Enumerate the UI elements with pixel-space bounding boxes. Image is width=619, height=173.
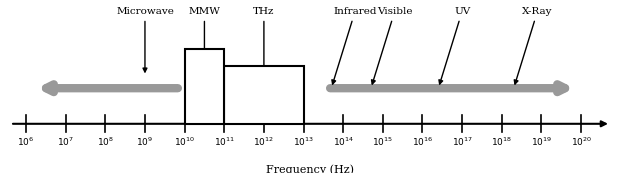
Text: $10^{16}$: $10^{16}$ bbox=[412, 136, 433, 148]
Text: $10^{13}$: $10^{13}$ bbox=[293, 136, 314, 148]
Text: $10^{12}$: $10^{12}$ bbox=[253, 136, 274, 148]
Text: Infrared: Infrared bbox=[332, 7, 377, 84]
Text: $10^{7}$: $10^{7}$ bbox=[57, 136, 74, 148]
Text: $10^{20}$: $10^{20}$ bbox=[571, 136, 592, 148]
Text: THz: THz bbox=[253, 7, 275, 72]
Text: X-Ray: X-Ray bbox=[514, 7, 553, 84]
Text: UV: UV bbox=[439, 7, 470, 84]
Bar bbox=[184, 49, 224, 124]
Text: $10^{18}$: $10^{18}$ bbox=[491, 136, 513, 148]
Text: Visible: Visible bbox=[371, 7, 412, 84]
Text: $10^{17}$: $10^{17}$ bbox=[452, 136, 473, 148]
Text: $10^{11}$: $10^{11}$ bbox=[214, 136, 235, 148]
Text: $10^{8}$: $10^{8}$ bbox=[97, 136, 114, 148]
Text: Microwave: Microwave bbox=[116, 7, 174, 72]
Text: Frequency (Hz): Frequency (Hz) bbox=[266, 165, 353, 173]
Text: $10^{9}$: $10^{9}$ bbox=[136, 136, 154, 148]
Text: $10^{6}$: $10^{6}$ bbox=[17, 136, 35, 148]
Bar bbox=[224, 66, 303, 124]
Text: $10^{15}$: $10^{15}$ bbox=[373, 136, 393, 148]
Text: $10^{19}$: $10^{19}$ bbox=[531, 136, 552, 148]
Text: $10^{14}$: $10^{14}$ bbox=[332, 136, 354, 148]
Text: MMW: MMW bbox=[189, 7, 220, 72]
Text: $10^{10}$: $10^{10}$ bbox=[174, 136, 195, 148]
